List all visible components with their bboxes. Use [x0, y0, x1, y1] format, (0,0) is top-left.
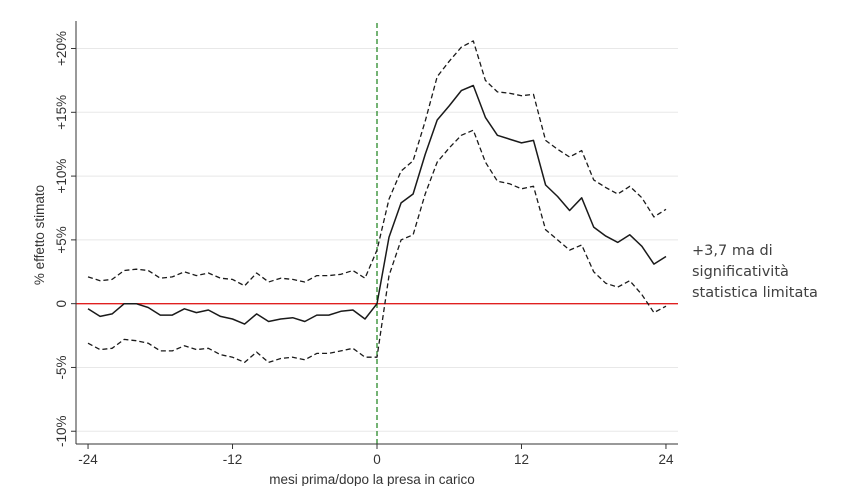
y-tick-label-2: 0 [54, 300, 69, 308]
x-tick-label-0: -24 [78, 452, 98, 467]
y-tick-label-6: +20% [54, 31, 69, 66]
y-tick-label-0: -10% [54, 415, 69, 447]
x-tick-label-3: 12 [514, 452, 529, 467]
y-tick-label-3: +5% [54, 226, 69, 253]
x-tick-label-4: 24 [658, 452, 674, 467]
reference-lines [76, 23, 678, 444]
x-tick-label-1: -12 [223, 452, 243, 467]
y-tick-label-1: -5% [54, 355, 69, 379]
y-tick-label-5: +15% [54, 95, 69, 130]
y-axis-label: % effetto stimato [32, 185, 47, 285]
annotation-line-1: +3,7 ma di [692, 243, 773, 259]
series-line-estimate [87, 84, 667, 325]
y-tick-label-4: +10% [54, 159, 69, 194]
annotation-line-2: significatività [692, 264, 789, 280]
series-lines [87, 40, 667, 364]
axes [71, 21, 678, 449]
x-axis-label: mesi prima/dopo la presa in carico [269, 472, 475, 486]
tick-labels: -10% -5% 0 +5% +10% +15% +20% -24 -12 0 12 24 [54, 31, 674, 467]
series-line-upper-ci [87, 40, 667, 287]
annotation-note: +3,7 ma di significatività statistica li… [692, 241, 840, 304]
annotation-line-3: statistica limitata [692, 285, 818, 301]
series-line-lower-ci [87, 129, 667, 364]
x-tick-label-2: 0 [373, 452, 381, 467]
